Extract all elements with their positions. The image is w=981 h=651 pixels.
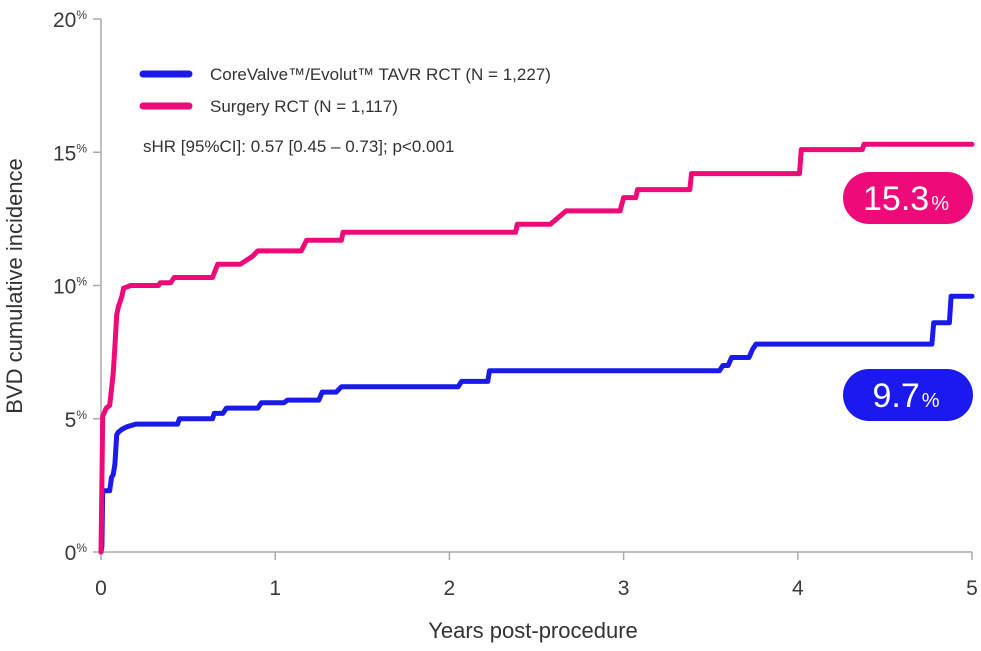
x-tick-label: 2 xyxy=(444,577,456,600)
series-lines xyxy=(98,141,975,555)
badge-surgery-unit: % xyxy=(931,193,949,215)
y-axis-title: BVD cumulative incidence xyxy=(2,158,27,414)
y-tick-label: 20% xyxy=(53,8,87,32)
x-tick-label: 4 xyxy=(792,577,804,600)
series-line-surgery xyxy=(98,141,975,555)
legend-label-surgery: Surgery RCT (N = 1,117) xyxy=(210,97,398,116)
x-tick-label: 1 xyxy=(269,577,281,600)
legend: CoreValve™/Evolut™ TAVR RCT (N = 1,227) … xyxy=(139,65,551,156)
badge-surgery-value: 15.3 xyxy=(863,180,929,218)
y-tick-label: 5% xyxy=(65,408,88,432)
badge-surgery-background xyxy=(843,172,973,224)
series-line-tavr xyxy=(98,293,975,555)
y-axis-ticks: 0% 5% 10% 15% 20% xyxy=(53,8,101,565)
y-tick-label: 15% xyxy=(53,141,87,165)
y-tick-label: 0% xyxy=(65,541,88,565)
badge-tavr-label: 9.7% xyxy=(872,377,939,415)
badge-tavr-background xyxy=(843,369,973,421)
x-tick-label: 5 xyxy=(966,577,978,600)
x-axis-ticks: 0 1 2 3 4 5 xyxy=(95,552,978,600)
x-tick-label: 3 xyxy=(618,577,630,600)
y-tick-label: 10% xyxy=(53,275,87,299)
badge-tavr-value: 9.7 xyxy=(872,377,919,415)
x-axis-title: Years post-procedure xyxy=(428,618,638,643)
badge-tavr-unit: % xyxy=(922,390,940,412)
hazard-ratio-annotation: sHR [95%CI]: 0.57 [0.45 – 0.73]; p<0.001 xyxy=(143,137,454,156)
x-tick-label: 0 xyxy=(95,577,107,600)
final-value-badge-tavr: 9.7% xyxy=(843,369,973,421)
badge-surgery-label: 15.3% xyxy=(863,180,949,218)
legend-label-tavr: CoreValve™/Evolut™ TAVR RCT (N = 1,227) xyxy=(210,65,551,84)
final-value-badge-surgery: 15.3% xyxy=(843,172,973,224)
